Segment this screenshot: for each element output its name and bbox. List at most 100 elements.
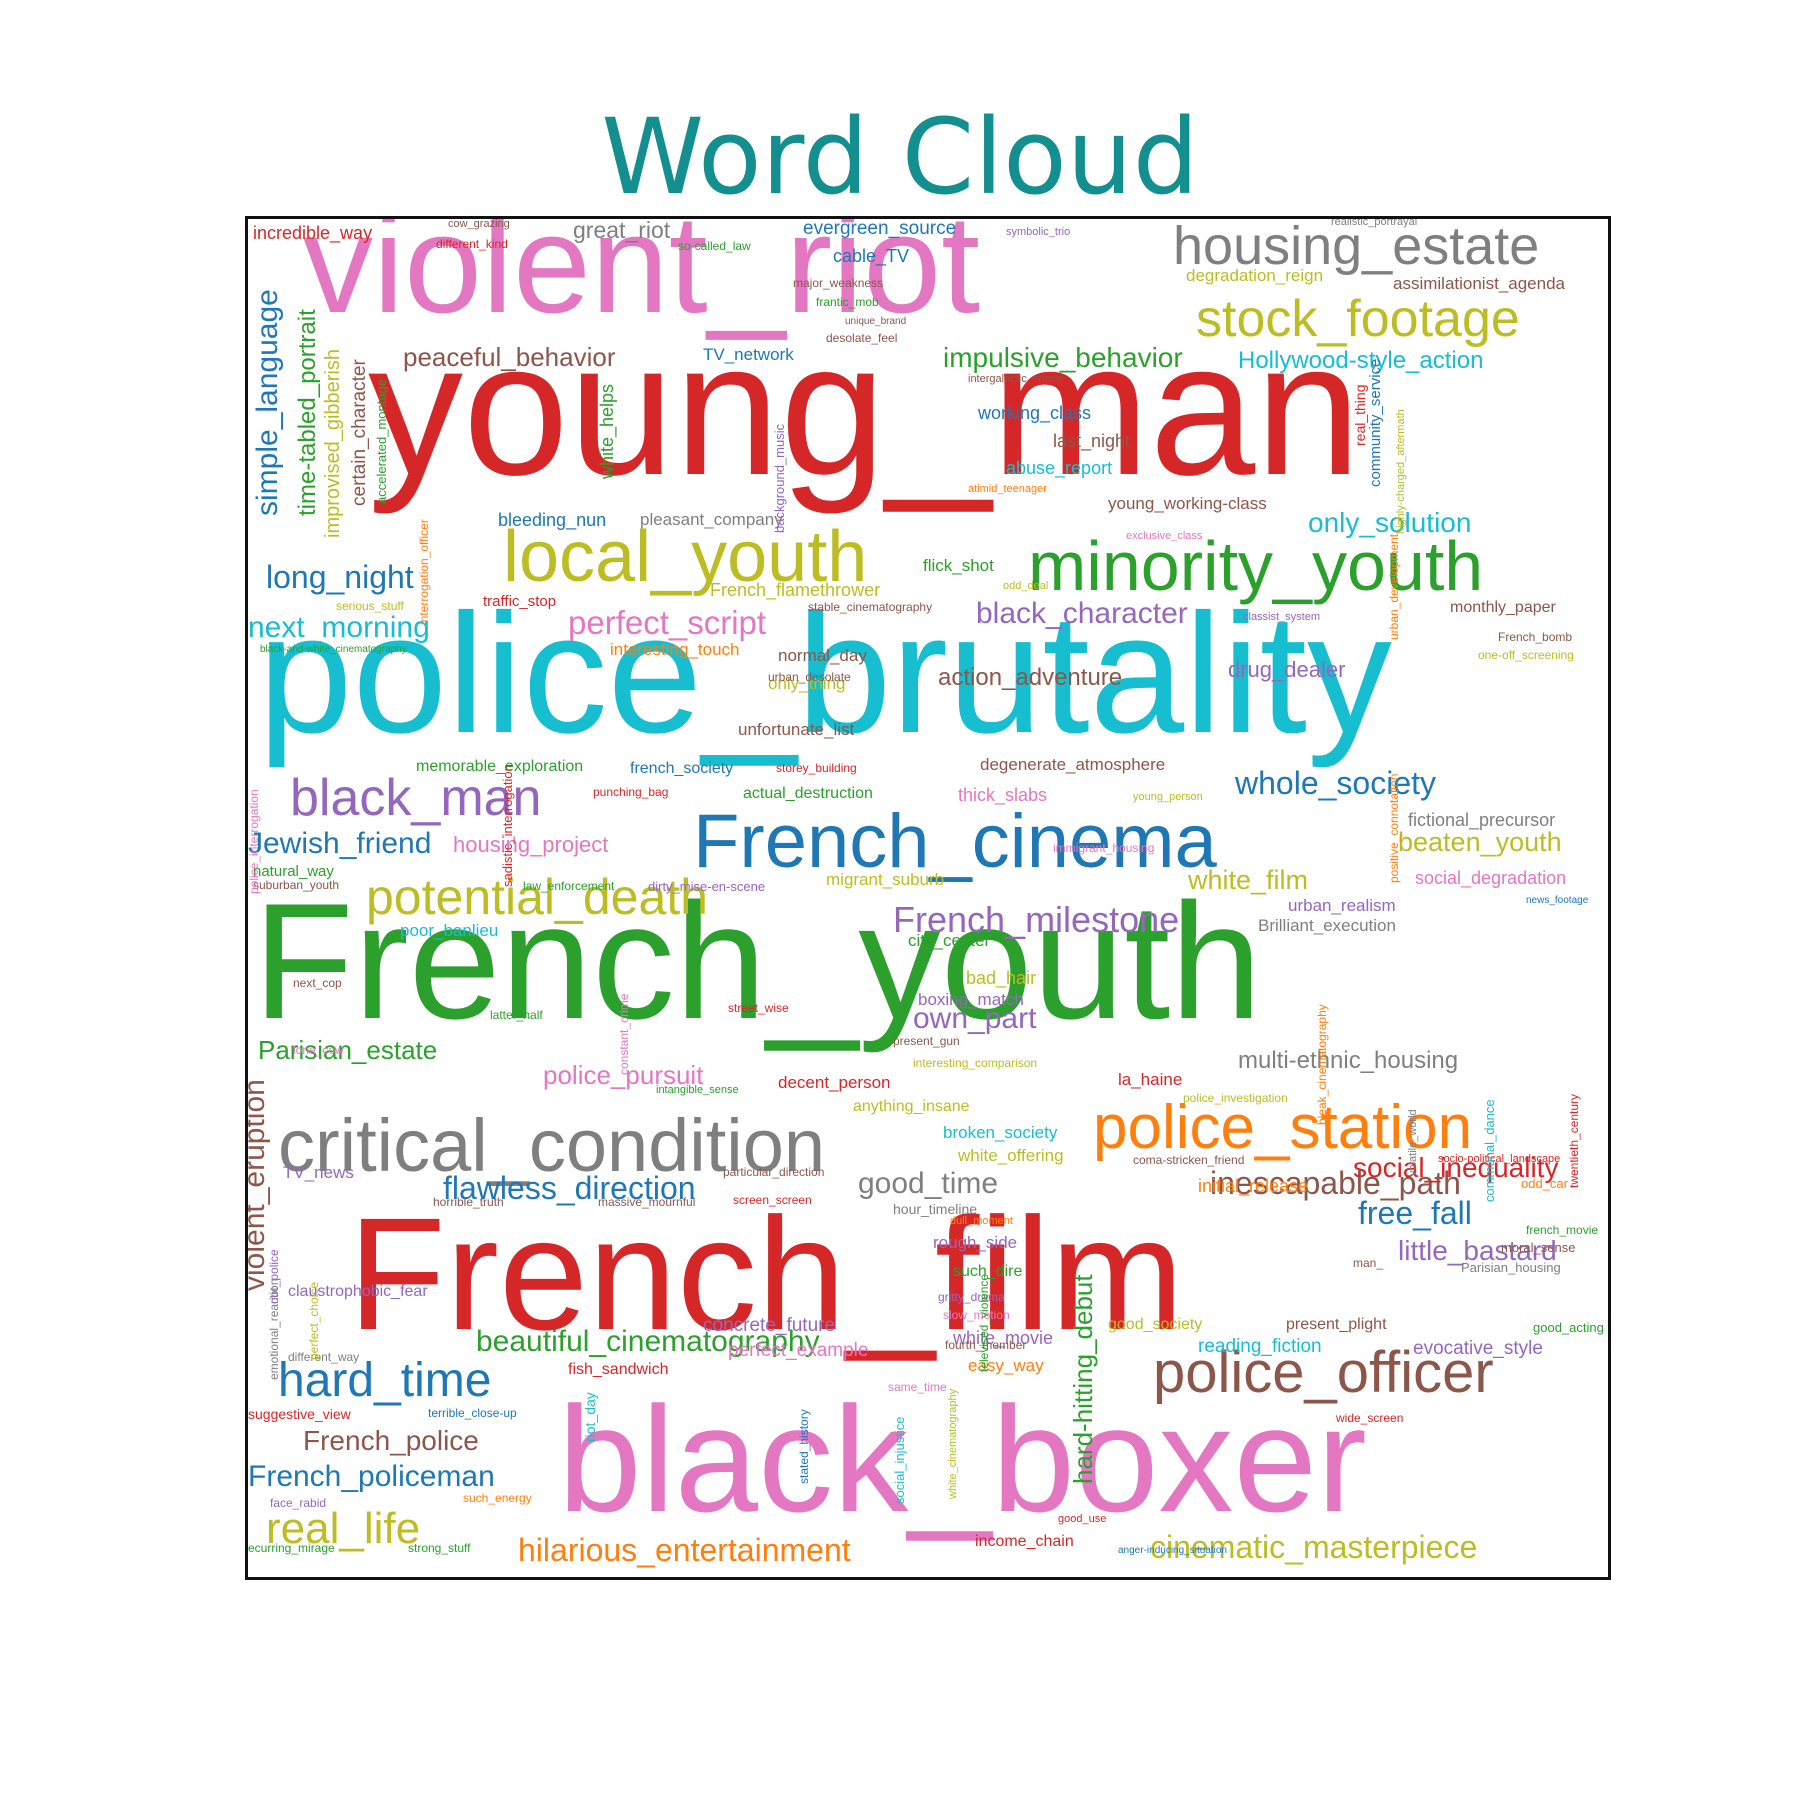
cloud-word: realistic_portrayal [1331, 216, 1418, 228]
cloud-word: Hollywood-style_action [1238, 347, 1484, 374]
cloud-word: different_way [288, 1350, 360, 1364]
cloud-word: intangible_sense [656, 1084, 739, 1096]
cloud-word: televised_violence [977, 1273, 991, 1372]
cloud-word: french_movie [1526, 1223, 1599, 1237]
cloud-word: easy_way [968, 1356, 1044, 1375]
cloud-word: Jewish_friend [248, 827, 432, 860]
cloud-word: TV_news [283, 1163, 354, 1182]
cloud-word: white_cinematography [947, 1388, 959, 1499]
cloud-word: police_officer [1153, 1340, 1494, 1405]
cloud-word: potential_death [366, 869, 708, 925]
cloud-word: background_music [772, 423, 787, 533]
cloud-word: normal_day [778, 646, 867, 665]
cloud-word: beautiful_cinematography [476, 1325, 820, 1358]
cloud-word: fictional_precursor [1408, 810, 1556, 830]
cloud-word: exclusive_class [1126, 530, 1203, 542]
cloud-word: French_flamethrower [710, 580, 881, 600]
word-cloud-title: Word Cloud [601, 96, 1199, 218]
cloud-word: great_riot [573, 217, 671, 243]
cloud-word: perfect_choice [307, 1281, 321, 1360]
cloud-word: present_plight [1286, 1316, 1387, 1333]
cloud-word: actual_destruction [743, 785, 873, 802]
cloud-word: Parisian_housing [1461, 1260, 1561, 1275]
cloud-word: only_solution [1308, 507, 1472, 538]
cloud-word: particular_direction [723, 1165, 825, 1179]
cloud-word: white_offering [958, 1146, 1064, 1165]
cloud-word: police_investigation [1183, 1091, 1288, 1105]
cloud-word: unique_brand [845, 316, 907, 327]
cloud-word: stock_footage [1196, 290, 1520, 348]
cloud-word: police_brutality [258, 579, 1392, 769]
cloud-word: natural_way [253, 863, 334, 880]
cloud-word: social_injustice [892, 1416, 907, 1504]
cloud-word: concrete_future [703, 1315, 836, 1336]
cloud-word: poor_banlieu [400, 921, 499, 940]
cloud-word: suggestive_view [248, 1406, 351, 1422]
cloud-word: bleeding_nun [498, 510, 607, 530]
cloud-word: French_bomb [1498, 630, 1573, 644]
cloud-word: ecurring_mirage [248, 1541, 335, 1555]
cloud-word: simple_language [251, 289, 284, 516]
cloud-word: desolate_feel [826, 331, 898, 345]
cloud-word: socio-political_landscape [1438, 1153, 1561, 1165]
cloud-word: face_rabid [270, 1496, 327, 1510]
cloud-word: white_film [1188, 865, 1309, 895]
cloud-word: french_society [630, 760, 734, 777]
cloud-word: latter_half [490, 1008, 543, 1022]
cloud-word: certain_character [349, 359, 370, 506]
cloud-word: minority_youth [1028, 527, 1484, 605]
cloud-word: interesting_comparison [913, 1056, 1038, 1070]
cloud-word: stable_cinematography [808, 600, 933, 614]
cloud-word: dirty_mise-en-scene [648, 879, 766, 894]
cloud-word: working_class [978, 403, 1092, 423]
cloud-word: la_haine [1118, 1070, 1183, 1089]
cloud-word: classist_system [1243, 611, 1321, 623]
cloud-word: volatile_world [1407, 1109, 1419, 1176]
cloud-word: young_person [1133, 791, 1203, 803]
cloud-word: incredible_way [253, 223, 373, 243]
cloud-word: twentieth_century [1567, 1093, 1581, 1188]
cloud-word: violent_riot [303, 216, 981, 342]
cloud-word: real_life [266, 1504, 421, 1553]
cloud-word: cow_grazing [448, 218, 510, 230]
cloud-word: local_youth [503, 517, 868, 597]
cloud-word: social_degradation [1415, 868, 1567, 888]
cloud-word: pleasant_company [640, 510, 783, 529]
cloud-word: French_youth [253, 869, 1262, 1053]
cloud-word: strong_stuff [408, 1541, 471, 1555]
cloud-word: whole_society [1235, 765, 1436, 801]
cloud-word: black_character [976, 597, 1188, 630]
cloud-word: traffic_stop [483, 593, 557, 610]
cloud-word: own_part [913, 1002, 1037, 1035]
cloud-word: monthly_paper [1450, 599, 1556, 616]
cloud-word: impulsive_behavior [943, 342, 1183, 373]
cloud-word: evergreen_source [803, 218, 957, 239]
cloud-word: police_pursuit [543, 1060, 704, 1090]
cloud-word: income_chain [975, 1533, 1074, 1550]
cloud-word: urban_realism [1288, 896, 1396, 915]
cloud-word: riot_police [267, 1249, 281, 1304]
cloud-word: free_fall [1358, 1195, 1472, 1231]
cloud-word: black-and-white_cinematography [260, 644, 407, 655]
cloud-word: odd_car [1521, 1176, 1568, 1191]
cloud-word: hour_timeline [893, 1201, 978, 1217]
cloud-word: good_acting [1533, 1320, 1604, 1335]
cloud-word: odd_deal [1003, 580, 1049, 592]
cloud-word: French_film [348, 1184, 1184, 1363]
cloud-word: improvised_gibberish [322, 349, 344, 538]
cloud-word: such_dire [953, 1263, 1023, 1280]
cloud-word: TV_network [703, 345, 794, 364]
cloud-word: interesting_touch [610, 640, 740, 659]
cloud-word: next_cop [293, 976, 342, 990]
cloud-word: claustrophobic_fear [288, 1283, 428, 1300]
cloud-word: hard_time [278, 1354, 492, 1407]
cloud-word: serious_stuff [336, 599, 404, 613]
cloud-word: French_policeman [248, 1460, 495, 1493]
cloud-word: wide_screen [1336, 1411, 1404, 1425]
cloud-word: Parisian_estate [258, 1035, 438, 1065]
cloud-word: horrible_truth [433, 1195, 504, 1209]
cloud-word: evocative_style [1413, 1338, 1543, 1359]
cloud-word: assimilationist_agenda [1393, 274, 1565, 293]
cloud-word: perfect_script [568, 604, 767, 641]
cloud-word: street_wise [728, 1001, 789, 1015]
